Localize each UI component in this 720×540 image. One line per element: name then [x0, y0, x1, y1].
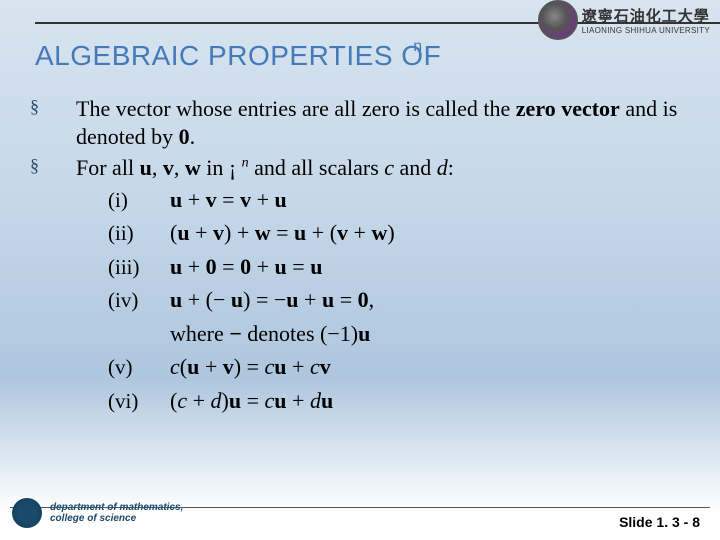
roman-label: (iii) — [108, 254, 170, 280]
prop-iv: (iv) u + (− u) = −u + u = 0, — [108, 286, 700, 314]
slide-number: Slide 1. 3 - 8 — [619, 514, 700, 530]
bullet-icon: § — [30, 154, 48, 182]
properties-list: (i) u + v = v + u (ii) (u + v) + w = u +… — [108, 186, 700, 415]
equation: u + v = v + u — [170, 186, 287, 214]
equation: (u + v) + w = u + (v + w) — [170, 219, 395, 247]
prop-i: (i) u + v = v + u — [108, 186, 700, 214]
university-name-en: LIAONING SHIHUA UNIVERSITY — [582, 26, 710, 35]
bullet-2-text: For all u, v, w in ¡ n and all scalars c… — [76, 154, 700, 182]
where-clause: where − denotes (−1)u — [170, 320, 370, 348]
university-logo-block: 遼寧石油化工大學 LIAONING SHIHUA UNIVERSITY — [538, 0, 710, 40]
equation: (c + d)u = cu + du — [170, 387, 333, 415]
university-name-cn: 遼寧石油化工大學 — [582, 5, 710, 26]
department-block: department of mathematics, college of sc… — [12, 498, 183, 528]
university-seal-icon — [538, 0, 578, 40]
bullet-icon: § — [30, 95, 48, 150]
bullet-2: § For all u, v, w in ¡ n and all scalars… — [30, 154, 700, 182]
roman-label: (ii) — [108, 220, 170, 246]
prop-v: (v) c(u + v) = cu + cv — [108, 353, 700, 381]
prop-iv-where: where − denotes (−1)u — [170, 320, 700, 348]
title-superscript: n — [413, 38, 422, 55]
dept-line-1: department of mathematics, — [50, 502, 183, 513]
roman-label: (iv) — [108, 287, 170, 313]
university-name: 遼寧石油化工大學 LIAONING SHIHUA UNIVERSITY — [582, 5, 710, 35]
prop-vi: (vi) (c + d)u = cu + du — [108, 387, 700, 415]
roman-label: (vi) — [108, 388, 170, 414]
slide-title: ALGEBRAIC PROPERTIES OFn — [35, 40, 451, 72]
title-text: ALGEBRAIC PROPERTIES OF — [35, 40, 441, 71]
slide-content: § The vector whose entries are all zero … — [30, 95, 700, 420]
prop-iii: (iii) u + 0 = 0 + u = u — [108, 253, 700, 281]
bullet-1: § The vector whose entries are all zero … — [30, 95, 700, 150]
dept-line-2: college of science — [50, 513, 183, 524]
department-text: department of mathematics, college of sc… — [50, 502, 183, 524]
prop-ii: (ii) (u + v) + w = u + (v + w) — [108, 219, 700, 247]
roman-label: (i) — [108, 187, 170, 213]
bullet-1-text: The vector whose entries are all zero is… — [76, 95, 700, 150]
department-seal-icon — [12, 498, 42, 528]
equation: u + (− u) = −u + u = 0, — [170, 286, 374, 314]
roman-label: (v) — [108, 354, 170, 380]
equation: c(u + v) = cu + cv — [170, 353, 331, 381]
equation: u + 0 = 0 + u = u — [170, 253, 322, 281]
